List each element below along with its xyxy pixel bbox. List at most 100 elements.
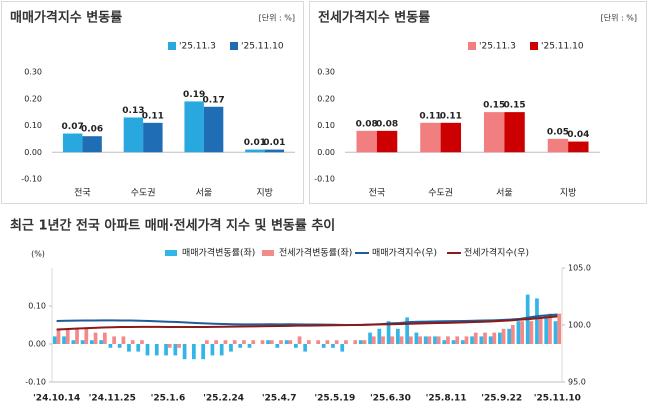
x-tick-label: '25.2.24 bbox=[203, 394, 244, 404]
bar bbox=[145, 344, 150, 356]
legend-label: 전세가격변동률(좌) bbox=[279, 247, 352, 259]
legend-label: 매매가격지수(우) bbox=[372, 247, 437, 259]
bar bbox=[358, 340, 363, 344]
bar bbox=[507, 328, 511, 344]
bar bbox=[344, 340, 348, 344]
bar bbox=[80, 340, 85, 344]
bar bbox=[127, 344, 131, 352]
bar bbox=[123, 117, 144, 153]
bar bbox=[377, 328, 382, 344]
bar bbox=[143, 122, 163, 153]
bar bbox=[242, 340, 246, 344]
category-label: 수도권 bbox=[131, 187, 156, 199]
bar bbox=[356, 130, 377, 153]
y-axis-label: (%) bbox=[31, 250, 45, 259]
x-tick-label: '24.11.25 bbox=[89, 394, 136, 404]
value-label: 0.01 bbox=[263, 138, 285, 148]
bar bbox=[177, 344, 181, 348]
chart-title: 전세가격지수 변동률 bbox=[318, 10, 430, 26]
bar bbox=[229, 344, 233, 352]
bar bbox=[93, 332, 98, 344]
bar bbox=[205, 340, 209, 344]
bar bbox=[442, 340, 447, 344]
bar bbox=[414, 332, 419, 344]
x-tick-label: '25.6.30 bbox=[370, 394, 411, 404]
bar bbox=[297, 336, 302, 344]
value-label: 0.11 bbox=[419, 111, 441, 121]
bar bbox=[121, 336, 126, 344]
value-label: 0.15 bbox=[483, 101, 505, 111]
bar bbox=[568, 141, 589, 153]
bar bbox=[62, 133, 83, 153]
bar bbox=[140, 340, 144, 344]
category-label: 서울 bbox=[196, 188, 213, 199]
bar bbox=[75, 328, 79, 344]
panel-border bbox=[1, 1, 304, 204]
value-label: 0.11 bbox=[440, 111, 462, 121]
bar bbox=[251, 340, 256, 344]
bar bbox=[167, 344, 172, 348]
unit-label: [단위 : %] bbox=[601, 13, 637, 23]
index-line bbox=[56, 313, 558, 326]
bar bbox=[501, 328, 506, 344]
x-tick-label: '25.11.10 bbox=[534, 394, 581, 404]
y-tick-label: -0.10 bbox=[21, 175, 42, 184]
bar bbox=[173, 344, 178, 356]
x-tick-label: '25.4.7 bbox=[262, 394, 297, 404]
bar bbox=[386, 321, 391, 344]
y-tick-label: 0.30 bbox=[317, 68, 335, 77]
bar bbox=[99, 340, 103, 344]
y2-tick-label: 105.0 bbox=[568, 264, 591, 273]
bar bbox=[544, 317, 549, 344]
x-tick-label: '25.1.6 bbox=[151, 394, 186, 404]
bar bbox=[223, 340, 228, 344]
value-label: 0.11 bbox=[142, 111, 164, 121]
chart-title: 최근 1년간 전국 아파트 매매·전세가격 지수 및 변동률 추이 bbox=[10, 218, 335, 234]
y-tick-label: 0.00 bbox=[317, 148, 335, 157]
panel-border bbox=[309, 1, 647, 204]
bar bbox=[483, 332, 487, 344]
bar bbox=[82, 136, 102, 153]
y-tick-label: -0.10 bbox=[314, 175, 335, 184]
y-tick-label: 0.30 bbox=[24, 68, 42, 77]
bar bbox=[460, 340, 465, 344]
bar bbox=[390, 336, 395, 344]
bar bbox=[511, 325, 515, 344]
bar bbox=[247, 344, 252, 348]
bar bbox=[62, 336, 66, 344]
y2-tick-label: 100.0 bbox=[568, 321, 591, 330]
bar bbox=[446, 336, 450, 344]
legend-label: '25.11.3 bbox=[479, 42, 516, 52]
bar bbox=[368, 332, 372, 344]
bar bbox=[520, 321, 524, 344]
category-label: 수도권 bbox=[428, 187, 453, 199]
bar bbox=[516, 321, 521, 344]
bar bbox=[264, 149, 285, 153]
x-tick-label: '25.5.19 bbox=[314, 394, 355, 404]
bar bbox=[440, 122, 462, 153]
bar bbox=[331, 344, 335, 348]
bar bbox=[130, 340, 135, 344]
value-label: 0.17 bbox=[202, 95, 224, 105]
x-tick-label: '24.10.14 bbox=[33, 394, 80, 404]
value-label: 0.15 bbox=[503, 101, 525, 111]
bar bbox=[535, 298, 539, 344]
y-tick-label: 0.00 bbox=[28, 340, 46, 349]
bar bbox=[184, 101, 204, 153]
bar bbox=[269, 340, 274, 344]
bar bbox=[409, 336, 413, 344]
bar bbox=[436, 336, 441, 344]
value-label: 0.06 bbox=[81, 125, 103, 135]
category-label: 지방 bbox=[560, 188, 577, 199]
bar bbox=[340, 344, 345, 352]
bar bbox=[334, 340, 339, 344]
bar bbox=[117, 344, 122, 348]
bar bbox=[65, 328, 70, 344]
bar bbox=[275, 344, 280, 348]
value-label: 0.19 bbox=[183, 90, 205, 100]
category-label: 서울 bbox=[496, 188, 513, 199]
legend-swatch bbox=[530, 42, 538, 50]
category-label: 전국 bbox=[369, 188, 386, 199]
x-tick-label: '25.8.11 bbox=[426, 394, 467, 404]
bar bbox=[182, 344, 187, 360]
